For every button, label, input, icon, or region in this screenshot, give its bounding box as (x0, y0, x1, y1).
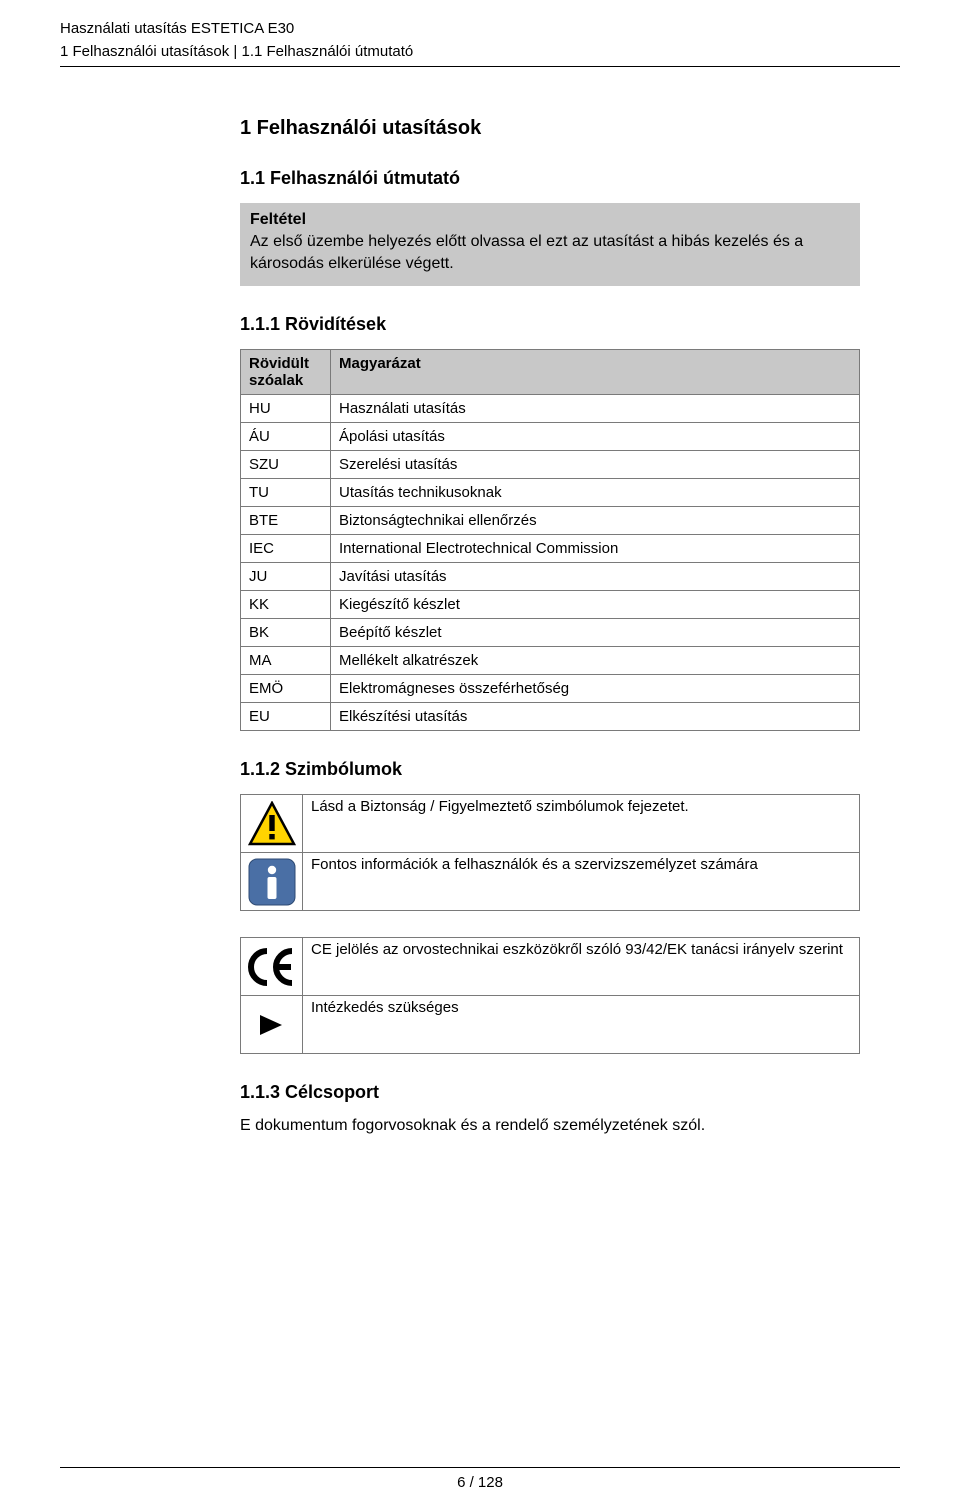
table-row: ÁUÁpolási utasítás (241, 423, 860, 451)
th-meaning: Magyarázat (331, 350, 860, 395)
table-row: SZUSzerelési utasítás (241, 451, 860, 479)
table-row: HUHasználati utasítás (241, 395, 860, 423)
abbr-cell: JU (241, 563, 331, 591)
abbreviations-table: Rövidült szóalak Magyarázat HUHasználati… (240, 349, 860, 731)
meaning-cell: Szerelési utasítás (331, 451, 860, 479)
abbr-cell: BK (241, 619, 331, 647)
section-heading-1-1-2: 1.1.2 Szimbólumok (240, 759, 860, 780)
table-header-row: Rövidült szóalak Magyarázat (241, 350, 860, 395)
section-heading-1-1-1: 1.1.1 Rövidítések (240, 314, 860, 335)
page-number: 6 / 128 (457, 1474, 503, 1491)
table-row: IECInternational Electrotechnical Commis… (241, 535, 860, 563)
table-row: Fontos információk a felhasználók és a s… (241, 853, 860, 911)
doc-header-breadcrumb: 1 Felhasználói utasítások | 1.1 Felhaszn… (60, 43, 900, 60)
meaning-cell: Utasítás technikusoknak (331, 479, 860, 507)
meaning-cell: Mellékelt alkatrészek (331, 647, 860, 675)
doc-header-title: Használati utasítás ESTETICA E30 (60, 20, 900, 37)
th-abbr: Rövidült szóalak (241, 350, 331, 395)
abbr-cell: KK (241, 591, 331, 619)
abbr-cell: HU (241, 395, 331, 423)
table-row: EMÖElektromágneses összeférhetőség (241, 675, 860, 703)
meaning-cell: Biztonságtechnikai ellenőrzés (331, 507, 860, 535)
abbr-cell: ÁU (241, 423, 331, 451)
abbr-cell: SZU (241, 451, 331, 479)
table-row: MAMellékelt alkatrészek (241, 647, 860, 675)
condition-box: Feltétel Az első üzembe helyezés előtt o… (240, 203, 860, 286)
section-heading-1-1: 1.1 Felhasználói útmutató (240, 168, 860, 189)
abbr-cell: IEC (241, 535, 331, 563)
abbr-cell: EU (241, 703, 331, 731)
abbr-cell: BTE (241, 507, 331, 535)
footer-rule (60, 1467, 900, 1468)
symbol-text-cell: CE jelölés az orvostechnikai eszközökről… (303, 938, 860, 996)
abbr-cell: EMÖ (241, 675, 331, 703)
meaning-cell: Kiegészítő készlet (331, 591, 860, 619)
table-row: Intézkedés szükséges (241, 996, 860, 1054)
meaning-cell: Ápolási utasítás (331, 423, 860, 451)
header-rule (60, 66, 900, 67)
table-row: JUJavítási utasítás (241, 563, 860, 591)
abbr-cell: TU (241, 479, 331, 507)
condition-title: Feltétel (250, 211, 850, 229)
symbol-icon-cell (241, 853, 303, 911)
target-group-body: E dokumentum fogorvosoknak és a rendelő … (240, 1117, 860, 1135)
condition-body: Az első üzembe helyezés előtt olvassa el… (250, 231, 850, 274)
meaning-cell: Beépítő készlet (331, 619, 860, 647)
symbol-icon-cell (241, 795, 303, 853)
symbol-icon-cell (241, 996, 303, 1054)
symbol-text-cell: Intézkedés szükséges (303, 996, 860, 1054)
table-row: BTEBiztonságtechnikai ellenőrzés (241, 507, 860, 535)
table-row: BKBeépítő készlet (241, 619, 860, 647)
symbols-table-1: Lásd a Biztonság / Figyelmeztető szimból… (240, 794, 860, 911)
table-row: Lásd a Biztonság / Figyelmeztető szimból… (241, 795, 860, 853)
meaning-cell: Használati utasítás (331, 395, 860, 423)
meaning-cell: Elektromágneses összeférhetőség (331, 675, 860, 703)
section-heading-1: 1 Felhasználói utasítások (240, 117, 860, 140)
abbr-cell: MA (241, 647, 331, 675)
info-icon (247, 857, 297, 907)
warning-icon (247, 801, 297, 847)
meaning-cell: Javítási utasítás (331, 563, 860, 591)
meaning-cell: International Electrotechnical Commissio… (331, 535, 860, 563)
action-required-icon (254, 1012, 290, 1038)
table-row: KKKiegészítő készlet (241, 591, 860, 619)
symbol-text-cell: Fontos információk a felhasználók és a s… (303, 853, 860, 911)
main-content: 1 Felhasználói utasítások 1.1 Felhasznál… (60, 117, 900, 1135)
table-row: CE jelölés az orvostechnikai eszközökről… (241, 938, 860, 996)
symbols-table-2: CE jelölés az orvostechnikai eszközökről… (240, 937, 860, 1054)
symbol-icon-cell (241, 938, 303, 996)
page-footer: 6 / 128 (0, 1467, 960, 1492)
ce-mark-icon (246, 947, 298, 987)
table-row: TUUtasítás technikusoknak (241, 479, 860, 507)
section-heading-1-1-3: 1.1.3 Célcsoport (240, 1082, 860, 1103)
document-page: Használati utasítás ESTETICA E30 1 Felha… (0, 0, 960, 1510)
table-row: EUElkészítési utasítás (241, 703, 860, 731)
symbol-text-cell: Lásd a Biztonság / Figyelmeztető szimból… (303, 795, 860, 853)
meaning-cell: Elkészítési utasítás (331, 703, 860, 731)
